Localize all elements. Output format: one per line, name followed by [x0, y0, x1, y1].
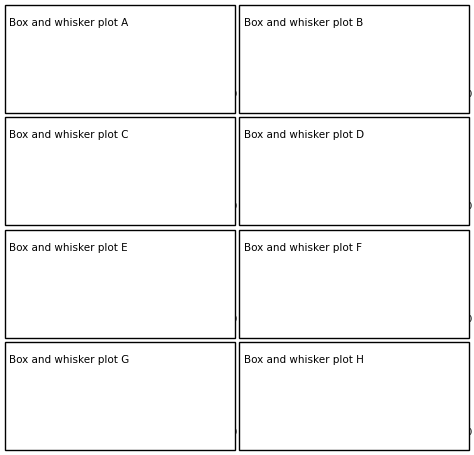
- Bar: [270, 42, 443, 78]
- Bar: [367, 268, 410, 303]
- Bar: [90, 155, 165, 191]
- Bar: [111, 42, 133, 78]
- Bar: [313, 155, 356, 191]
- Bar: [313, 380, 356, 416]
- Bar: [46, 268, 122, 303]
- Text: Box and whisker plot B: Box and whisker plot B: [244, 18, 364, 27]
- Text: Box and whisker plot F: Box and whisker plot F: [244, 243, 362, 253]
- Bar: [90, 380, 133, 416]
- Text: Box and whisker plot A: Box and whisker plot A: [9, 18, 129, 27]
- Text: Box and whisker plot E: Box and whisker plot E: [9, 243, 128, 253]
- Text: Box and whisker plot H: Box and whisker plot H: [244, 355, 364, 365]
- Text: Box and whisker plot G: Box and whisker plot G: [9, 355, 130, 365]
- Text: Box and whisker plot C: Box and whisker plot C: [9, 130, 129, 140]
- Text: Box and whisker plot D: Box and whisker plot D: [244, 130, 364, 140]
